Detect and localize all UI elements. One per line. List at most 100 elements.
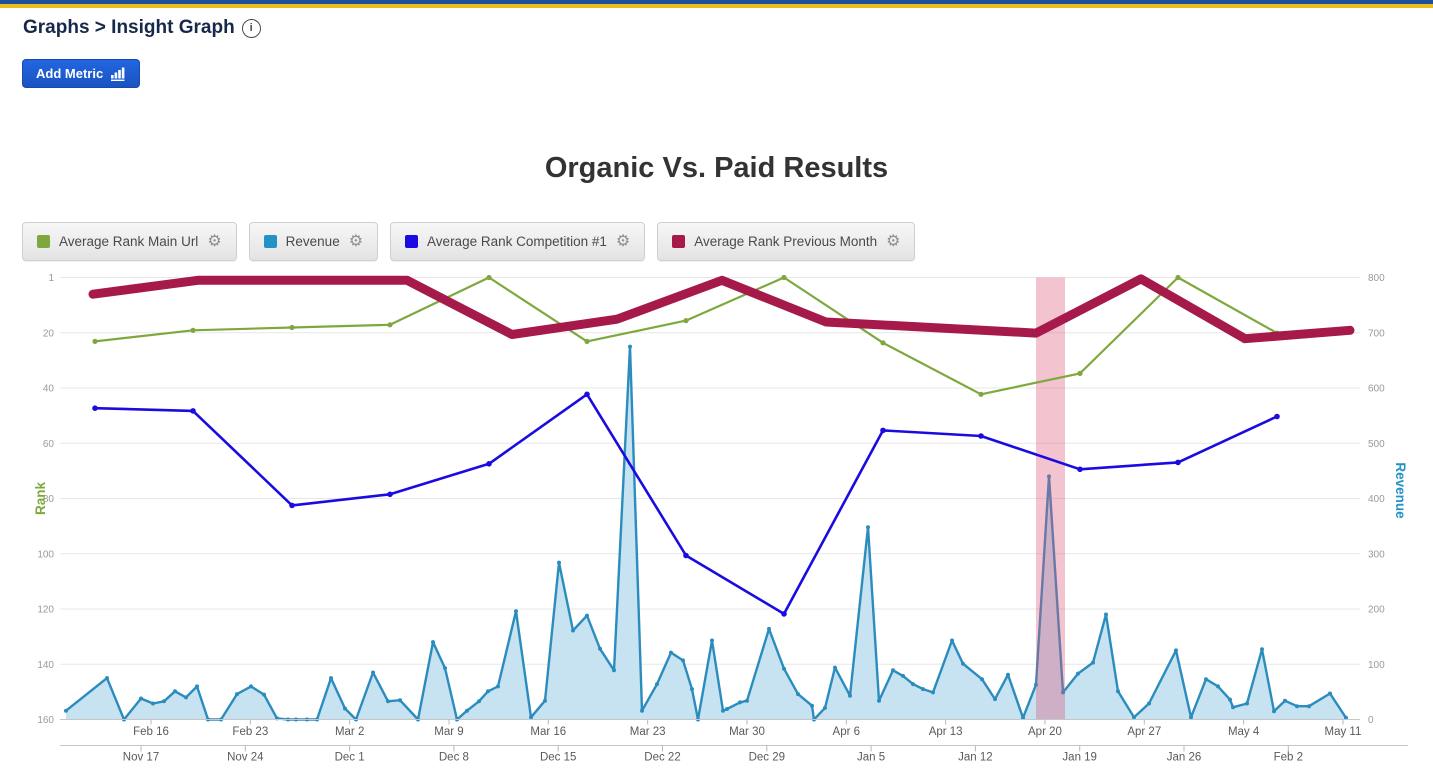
- average-rank-competition-1-point: [584, 391, 590, 398]
- x-label-previous: Jan 5: [857, 752, 885, 764]
- revenue-point: [1189, 715, 1193, 720]
- gear-icon[interactable]: ⚙: [207, 232, 222, 250]
- gear-icon[interactable]: ⚙: [348, 232, 364, 250]
- revenue-point: [823, 705, 827, 710]
- revenue-point: [931, 690, 935, 695]
- revenue-point: [262, 692, 266, 697]
- average-rank-main-url-point: [781, 274, 787, 281]
- x-label-previous: Nov 24: [227, 752, 264, 764]
- revenue-tick-label: 400: [1368, 494, 1385, 505]
- revenue-point: [1034, 682, 1038, 687]
- average-rank-previous-month-point: [1346, 326, 1354, 335]
- x-label-current: Feb 16: [133, 726, 169, 738]
- x-label-current: Mar 30: [729, 726, 765, 738]
- average-rank-competition-1-point: [683, 552, 689, 559]
- revenue-point: [725, 707, 729, 711]
- average-rank-main-url-point: [190, 327, 196, 333]
- average-rank-previous-month-point: [927, 323, 935, 332]
- average-rank-competition-1-point: [880, 427, 886, 434]
- average-rank-competition-1-point: [1175, 459, 1181, 466]
- revenue-point: [529, 715, 533, 720]
- x-label-previous: Dec 1: [335, 752, 365, 764]
- revenue-point: [961, 661, 965, 666]
- revenue-point: [1047, 474, 1051, 479]
- add-metric-button[interactable]: Add Metric: [22, 59, 141, 88]
- top-accent-bar-navy: [0, 0, 1433, 4]
- average-rank-previous-month-point: [508, 330, 516, 339]
- legend-item-average-rank-previous-month[interactable]: Average Rank Previous Month ⚙: [657, 222, 916, 261]
- revenue-point: [1216, 684, 1220, 689]
- revenue-point: [1204, 677, 1208, 682]
- rank-tick-label: 120: [37, 605, 54, 616]
- revenue-point: [921, 687, 925, 692]
- revenue-point: [1245, 701, 1249, 706]
- legend-color-swatch: [405, 235, 419, 248]
- average-rank-previous-month-point: [403, 276, 411, 285]
- revenue-point: [173, 689, 177, 694]
- legend-label: Revenue: [285, 234, 340, 249]
- x-label-current: Apr 6: [833, 726, 861, 738]
- revenue-point: [386, 699, 390, 704]
- gear-icon[interactable]: ⚙: [886, 232, 901, 250]
- revenue-point: [571, 628, 575, 633]
- revenue-point: [993, 697, 997, 702]
- revenue-tick-label: 100: [1368, 660, 1385, 671]
- revenue-point: [710, 638, 714, 643]
- revenue-point: [151, 701, 155, 706]
- revenue-point: [1076, 671, 1080, 676]
- average-rank-previous-month-line: [88, 274, 1355, 344]
- average-rank-competition-1-point: [486, 461, 492, 467]
- add-metric-label: Add Metric: [36, 66, 104, 81]
- average-rank-competition-1-point: [92, 405, 98, 412]
- revenue-point: [139, 696, 143, 701]
- revenue-point: [1272, 709, 1276, 714]
- revenue-tick-label: 200: [1368, 605, 1385, 616]
- revenue-point: [796, 692, 800, 697]
- info-circle-icon[interactable]: i: [241, 18, 261, 38]
- rank-tick-label: 160: [37, 715, 54, 726]
- average-rank-main-url-point: [683, 318, 689, 324]
- revenue-point: [1283, 698, 1287, 703]
- breadcrumb-text: Graphs > Insight Graph: [23, 17, 235, 38]
- revenue-point: [1174, 648, 1178, 653]
- revenue-line: [65, 345, 1348, 721]
- revenue-point: [1132, 715, 1136, 720]
- x-label-previous: Dec 15: [540, 752, 576, 764]
- revenue-point: [343, 706, 347, 711]
- legend-item-revenue[interactable]: Revenue ⚙: [248, 222, 379, 261]
- revenue-point: [1295, 704, 1299, 709]
- legend-item-average-rank-main-url[interactable]: Average Rank Main Url ⚙: [22, 222, 237, 261]
- average-rank-previous-month-point: [89, 290, 97, 299]
- revenue-point: [669, 650, 673, 655]
- revenue-point: [64, 708, 68, 713]
- gear-icon[interactable]: ⚙: [615, 232, 631, 250]
- average-rank-main-url-point: [584, 338, 590, 344]
- revenue-point: [891, 668, 895, 673]
- revenue-point: [371, 670, 375, 675]
- revenue-point: [628, 344, 632, 349]
- average-rank-main-url-point: [92, 338, 98, 344]
- x-label-previous: Jan 26: [1167, 752, 1202, 764]
- revenue-point: [195, 684, 199, 689]
- x-label-current: Apr 27: [1127, 726, 1161, 738]
- revenue-point: [1328, 691, 1332, 696]
- x-label-previous: Nov 17: [123, 752, 159, 764]
- revenue-point: [477, 699, 481, 704]
- x-label-current: Apr 13: [929, 726, 963, 738]
- revenue-point: [810, 703, 814, 708]
- revenue-point: [249, 684, 253, 689]
- revenue-point: [598, 646, 602, 651]
- legend-item-average-rank-competition-1[interactable]: Average Rank Competition #1 ⚙: [390, 222, 646, 261]
- revenue-point: [235, 692, 239, 697]
- average-rank-main-url-point: [387, 322, 393, 328]
- rank-tick-label: 60: [43, 439, 55, 450]
- revenue-point: [162, 699, 166, 704]
- revenue-point: [848, 693, 852, 698]
- x-label-previous: Dec 29: [749, 752, 785, 764]
- revenue-point: [1228, 697, 1232, 702]
- revenue-point: [1104, 612, 1108, 617]
- revenue-point: [184, 695, 188, 700]
- revenue-point: [980, 677, 984, 682]
